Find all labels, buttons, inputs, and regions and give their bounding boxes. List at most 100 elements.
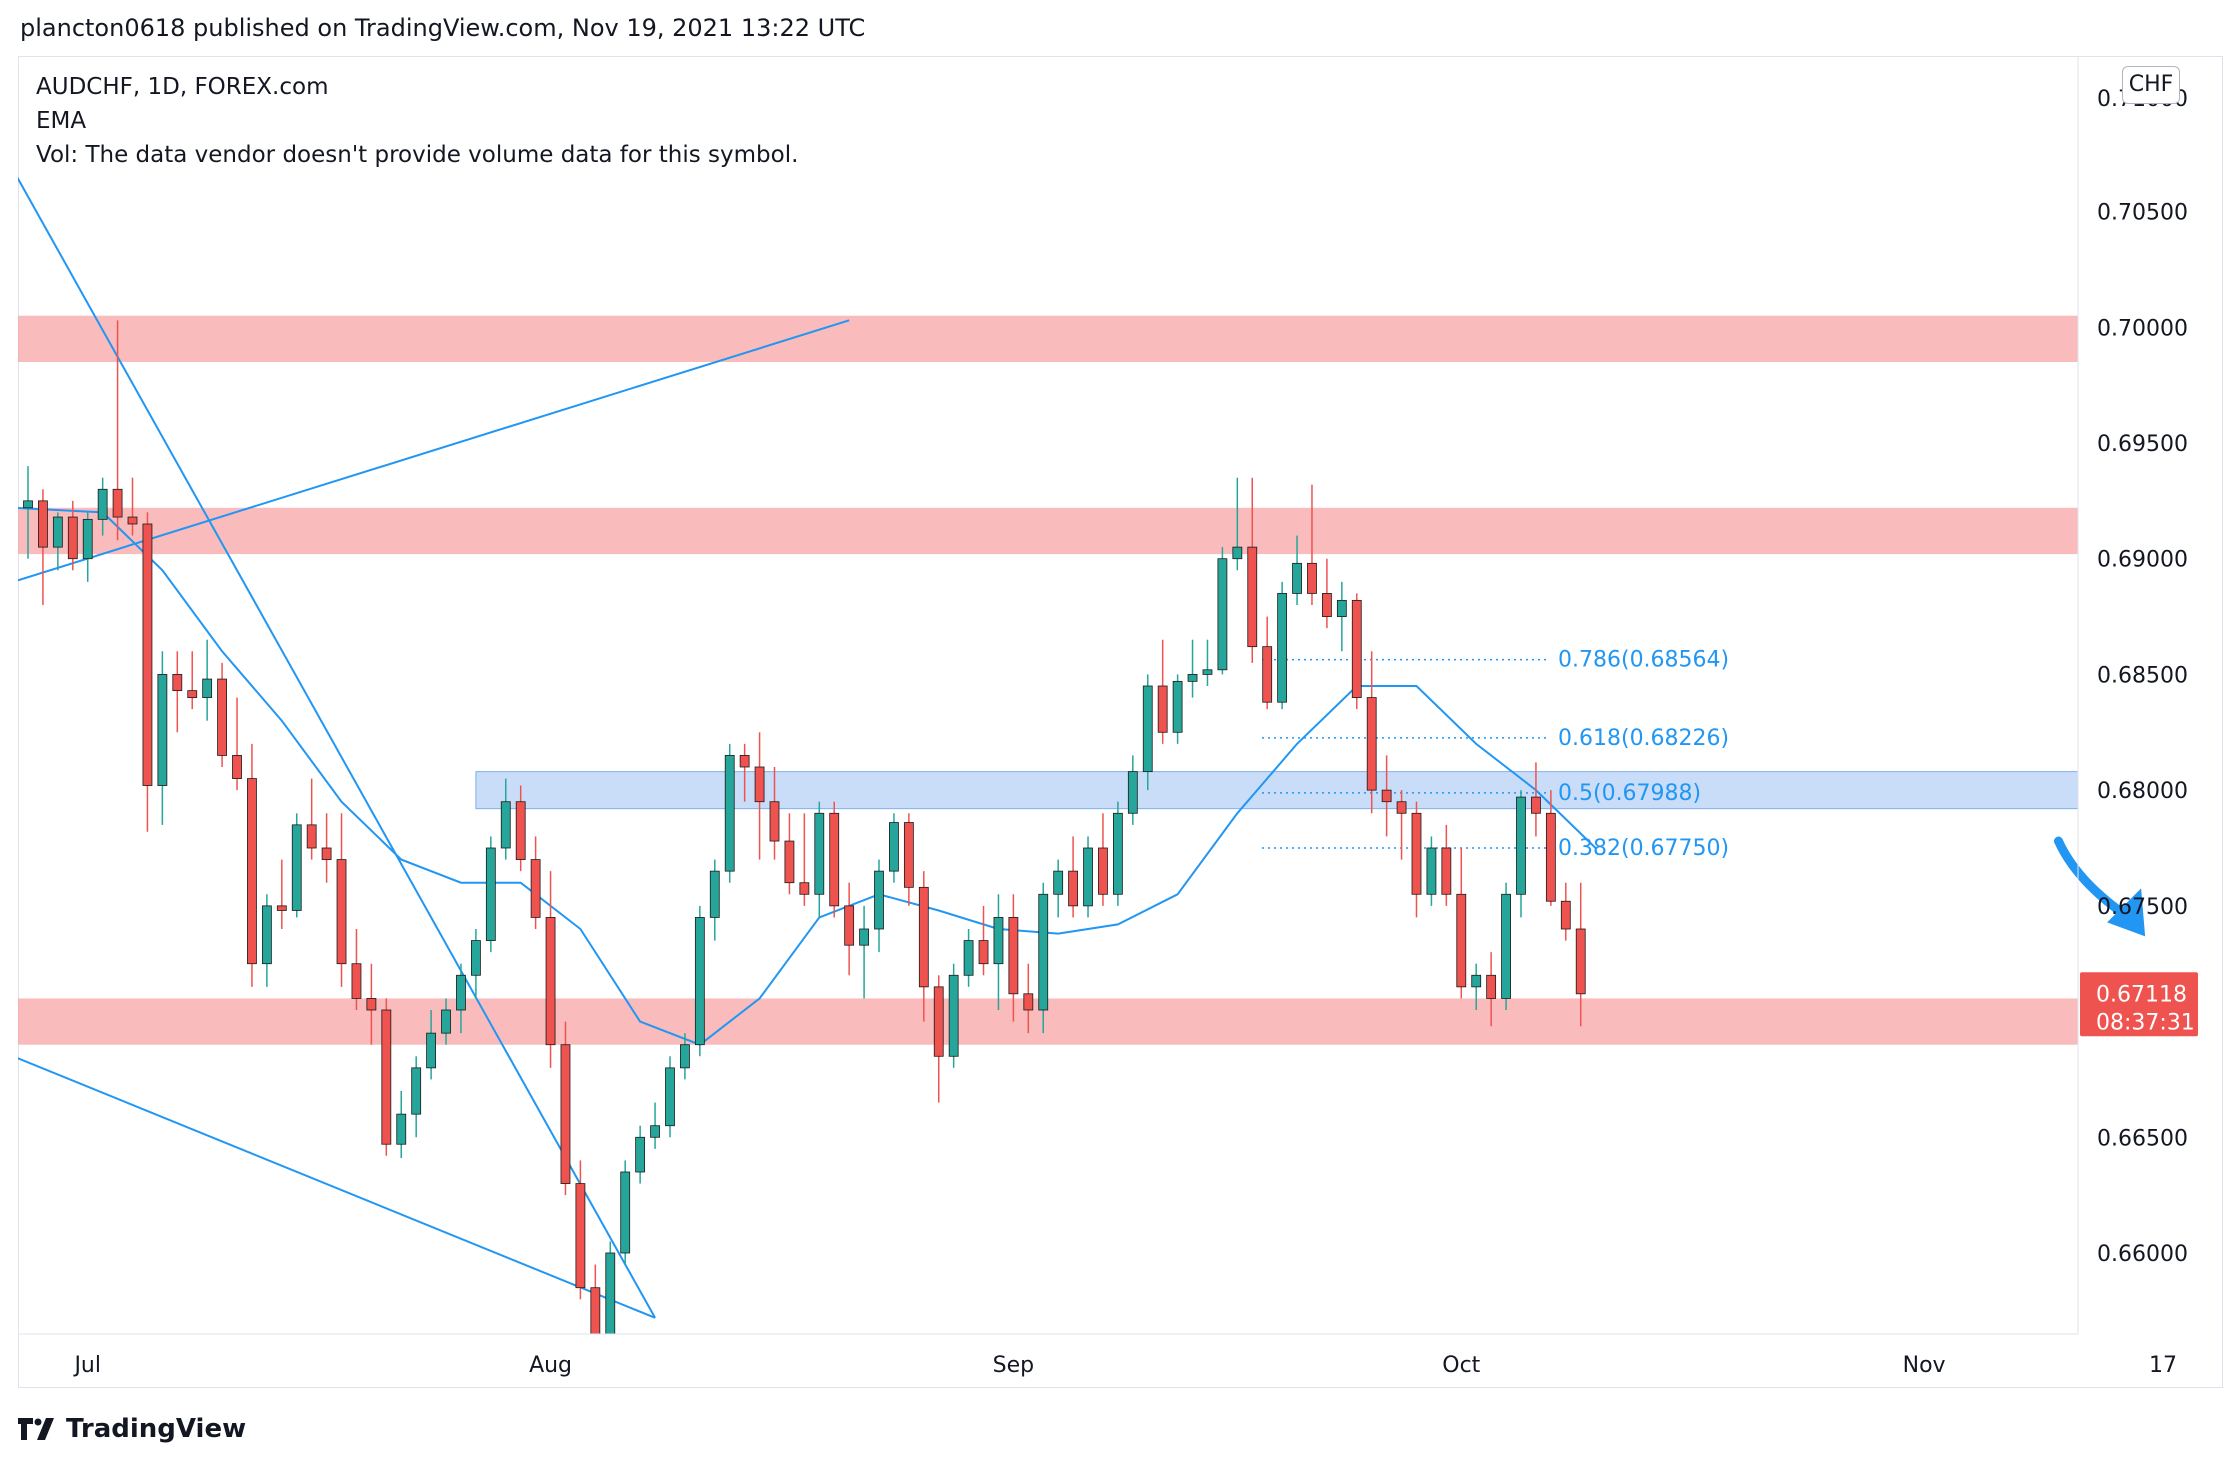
candle-body[interactable] — [709, 870, 720, 918]
candle-body[interactable] — [515, 801, 526, 860]
candle-body[interactable] — [590, 1287, 601, 1334]
candle-body[interactable] — [1098, 847, 1108, 895]
candle-body[interactable] — [396, 1113, 407, 1145]
candle-body[interactable] — [1411, 812, 1422, 895]
red-zone-0[interactable] — [18, 315, 2078, 362]
candle-body[interactable] — [620, 1171, 631, 1254]
candle-body[interactable] — [1038, 893, 1049, 1011]
candle-body[interactable] — [1486, 974, 1497, 999]
candle-body[interactable] — [680, 1044, 690, 1069]
candle-body[interactable] — [993, 917, 1004, 965]
candle-body[interactable] — [336, 859, 347, 965]
candle-body[interactable] — [874, 870, 884, 930]
candle-body[interactable] — [172, 674, 183, 692]
candle-body[interactable] — [814, 812, 825, 895]
candle-body[interactable] — [1008, 917, 1019, 995]
candle-body[interactable] — [306, 824, 317, 849]
candle-body[interactable] — [470, 940, 481, 976]
candle-body[interactable] — [485, 847, 496, 941]
candle-body[interactable] — [366, 998, 377, 1011]
candle-body[interactable] — [1471, 974, 1482, 988]
candle-body[interactable] — [560, 1044, 571, 1184]
candle-body[interactable] — [545, 917, 556, 1046]
candle-body[interactable] — [1366, 697, 1377, 791]
candle-body[interactable] — [635, 1136, 646, 1173]
candle-body[interactable] — [1292, 562, 1302, 594]
candle-body[interactable] — [411, 1067, 422, 1115]
candle-body[interactable] — [217, 678, 227, 756]
candle-body[interactable] — [1247, 546, 1258, 648]
candle-body[interactable] — [1531, 796, 1541, 814]
candle-body[interactable] — [1381, 789, 1392, 803]
candle-body[interactable] — [829, 812, 840, 907]
red-zone-1[interactable] — [18, 507, 2078, 555]
candle-body[interactable] — [1068, 870, 1078, 907]
candle-body[interactable] — [1441, 847, 1452, 895]
candle-body[interactable] — [844, 905, 855, 946]
candle-body[interactable] — [1023, 993, 1034, 1011]
candle-body[interactable] — [247, 778, 257, 965]
candle-body[interactable] — [978, 940, 989, 965]
volume-note[interactable]: Vol: The data vendor doesn't provide vol… — [36, 142, 799, 168]
trend-line-2[interactable] — [13, 1056, 656, 1319]
candle-body[interactable] — [232, 755, 242, 779]
symbol-label[interactable]: AUDCHF, 1D, FOREX.com — [36, 74, 329, 100]
candle-body[interactable] — [52, 516, 63, 548]
candle-body[interactable] — [1456, 893, 1467, 988]
candle-body[interactable] — [97, 488, 108, 520]
candle-body[interactable] — [948, 974, 959, 1057]
candle-body[interactable] — [351, 963, 362, 999]
candle-body[interactable] — [67, 516, 78, 560]
candle-body[interactable] — [500, 801, 511, 849]
candle-body[interactable] — [1396, 801, 1407, 814]
candle-body[interactable] — [889, 822, 899, 872]
candle-body[interactable] — [1112, 812, 1123, 895]
candle-body[interactable] — [9, 501, 18, 508]
candle-body[interactable] — [82, 518, 93, 560]
candle-body[interactable] — [784, 840, 795, 884]
candle-body[interactable] — [127, 516, 138, 525]
blue-zone-3[interactable] — [475, 771, 2079, 810]
ema-indicator-label[interactable]: EMA — [36, 108, 87, 134]
candle-body[interactable] — [530, 859, 541, 918]
candle-body[interactable] — [23, 500, 33, 509]
candle-body[interactable] — [1351, 599, 1362, 698]
candle-body[interactable] — [1560, 900, 1571, 930]
candle-body[interactable] — [1575, 928, 1586, 995]
candle-body[interactable] — [276, 905, 287, 911]
candle-body[interactable] — [903, 822, 914, 888]
candle-body[interactable] — [1322, 593, 1332, 617]
candle-body[interactable] — [1336, 599, 1347, 617]
trend-line-0[interactable] — [13, 170, 656, 1319]
candle-body[interactable] — [1053, 870, 1064, 895]
candle-body[interactable] — [261, 905, 272, 965]
candle-body[interactable] — [1262, 646, 1273, 703]
candle-body[interactable] — [694, 917, 705, 1046]
candle-body[interactable] — [1426, 847, 1437, 895]
candle-body[interactable] — [112, 488, 123, 518]
candle-body[interactable] — [456, 974, 466, 1011]
candle-body[interactable] — [1277, 593, 1288, 703]
candle-body[interactable] — [1157, 685, 1168, 733]
candle-body[interactable] — [381, 1009, 392, 1145]
candle-body[interactable] — [724, 755, 735, 872]
candle-body[interactable] — [1545, 812, 1556, 902]
candle-body[interactable] — [859, 928, 869, 946]
candle-body[interactable] — [202, 678, 213, 698]
candle-body[interactable] — [157, 674, 168, 786]
candle-body[interactable] — [1187, 674, 1198, 682]
candle-body[interactable] — [1501, 893, 1511, 999]
candle-body[interactable] — [1202, 669, 1213, 675]
candle-body[interactable] — [918, 886, 929, 988]
candle-body[interactable] — [575, 1183, 586, 1289]
candle-body[interactable] — [933, 986, 944, 1057]
candle-body[interactable] — [1217, 558, 1228, 671]
candle-body[interactable] — [187, 690, 198, 698]
candle-body[interactable] — [1516, 796, 1526, 895]
candle-body[interactable] — [142, 523, 153, 786]
candle-body[interactable] — [441, 1009, 451, 1034]
candle-body[interactable] — [1127, 771, 1138, 814]
candle-body[interactable] — [1172, 680, 1183, 733]
candle-body[interactable] — [1307, 562, 1317, 594]
